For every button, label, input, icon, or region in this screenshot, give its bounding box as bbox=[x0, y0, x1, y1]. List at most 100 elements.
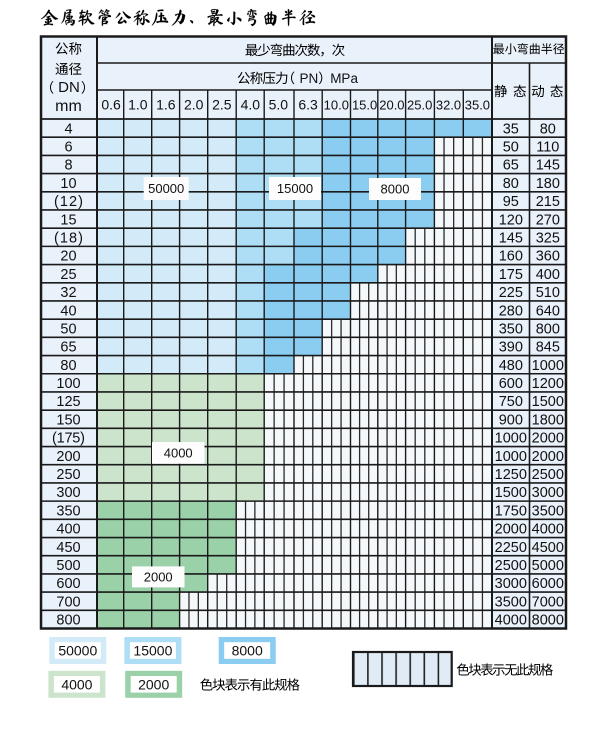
svg-text:80: 80 bbox=[540, 121, 556, 137]
svg-text:160: 160 bbox=[499, 249, 523, 265]
svg-text:145: 145 bbox=[536, 158, 560, 174]
svg-text:1500: 1500 bbox=[495, 485, 527, 501]
svg-text:50000: 50000 bbox=[58, 643, 97, 659]
svg-text:(18): (18) bbox=[54, 231, 83, 247]
svg-text:145: 145 bbox=[499, 231, 523, 247]
svg-text:800: 800 bbox=[56, 613, 80, 629]
svg-text:20.0: 20.0 bbox=[379, 98, 404, 113]
svg-text:1750: 1750 bbox=[495, 503, 527, 519]
svg-text:180: 180 bbox=[536, 176, 560, 192]
svg-text:3500: 3500 bbox=[532, 503, 564, 519]
svg-text:400: 400 bbox=[56, 522, 80, 538]
svg-text:2.0: 2.0 bbox=[184, 97, 204, 113]
svg-text:300: 300 bbox=[56, 485, 80, 501]
svg-text:50000: 50000 bbox=[148, 181, 184, 196]
svg-text:2000: 2000 bbox=[144, 570, 173, 585]
svg-text:80: 80 bbox=[503, 176, 519, 192]
svg-text:1250: 1250 bbox=[495, 467, 527, 483]
svg-text:1000: 1000 bbox=[495, 431, 527, 447]
svg-text:1500: 1500 bbox=[532, 394, 564, 410]
svg-text:2000: 2000 bbox=[495, 522, 527, 538]
svg-text:280: 280 bbox=[499, 303, 523, 319]
svg-text:225: 225 bbox=[499, 285, 523, 301]
svg-text:65: 65 bbox=[60, 340, 76, 356]
svg-text:640: 640 bbox=[536, 303, 560, 319]
svg-text:7000: 7000 bbox=[532, 594, 564, 610]
svg-text:360: 360 bbox=[536, 249, 560, 265]
svg-text:25.0: 25.0 bbox=[407, 98, 432, 113]
svg-text:100: 100 bbox=[56, 376, 80, 392]
svg-text:350: 350 bbox=[499, 322, 523, 338]
svg-text:50: 50 bbox=[60, 322, 76, 338]
svg-text:500: 500 bbox=[56, 558, 80, 574]
svg-text:MPa: MPa bbox=[330, 71, 358, 86]
svg-text:40: 40 bbox=[60, 303, 76, 319]
svg-text:15000: 15000 bbox=[133, 643, 172, 659]
svg-text:1.6: 1.6 bbox=[156, 97, 176, 113]
svg-text:3000: 3000 bbox=[532, 485, 564, 501]
svg-text:400: 400 bbox=[536, 267, 560, 283]
svg-text:8: 8 bbox=[64, 158, 72, 174]
svg-text:750: 750 bbox=[499, 394, 523, 410]
svg-text:700: 700 bbox=[56, 594, 80, 610]
svg-text:200: 200 bbox=[56, 449, 80, 465]
svg-text:95: 95 bbox=[503, 194, 519, 210]
svg-text:1000: 1000 bbox=[532, 358, 564, 374]
svg-text:15.0: 15.0 bbox=[352, 98, 377, 113]
svg-text:2000: 2000 bbox=[138, 676, 169, 692]
svg-text:125: 125 bbox=[56, 394, 80, 410]
svg-text:4: 4 bbox=[64, 121, 72, 137]
svg-text:10: 10 bbox=[60, 176, 76, 192]
svg-text:250: 250 bbox=[56, 467, 80, 483]
svg-text:mm: mm bbox=[55, 98, 82, 115]
svg-text:(12): (12) bbox=[54, 194, 83, 210]
svg-text:8000: 8000 bbox=[381, 182, 410, 197]
svg-text:4000: 4000 bbox=[532, 522, 564, 538]
svg-text:6.3: 6.3 bbox=[298, 97, 318, 113]
svg-text:480: 480 bbox=[499, 358, 523, 374]
svg-text:8000: 8000 bbox=[532, 613, 564, 629]
svg-text:350: 350 bbox=[56, 503, 80, 519]
svg-text:510: 510 bbox=[536, 285, 560, 301]
svg-text:4000: 4000 bbox=[164, 446, 193, 461]
svg-text:PN: PN bbox=[300, 71, 319, 86]
svg-text:15000: 15000 bbox=[277, 181, 313, 196]
svg-text:25: 25 bbox=[60, 267, 76, 283]
svg-text:(175): (175) bbox=[52, 431, 85, 447]
svg-text:4.0: 4.0 bbox=[241, 97, 261, 113]
svg-text:80: 80 bbox=[60, 358, 76, 374]
svg-text:1200: 1200 bbox=[532, 376, 564, 392]
svg-text:150: 150 bbox=[56, 412, 80, 428]
svg-text:845: 845 bbox=[536, 340, 560, 356]
svg-text:10.0: 10.0 bbox=[324, 98, 349, 113]
svg-text:32.0: 32.0 bbox=[436, 98, 461, 113]
svg-text:6000: 6000 bbox=[532, 576, 564, 592]
svg-text:15: 15 bbox=[60, 212, 76, 228]
svg-text:1800: 1800 bbox=[532, 412, 564, 428]
svg-text:2.5: 2.5 bbox=[212, 97, 232, 113]
svg-text:175: 175 bbox=[499, 267, 523, 283]
svg-text:2000: 2000 bbox=[532, 431, 564, 447]
svg-text:900: 900 bbox=[499, 412, 523, 428]
svg-text:3000: 3000 bbox=[495, 576, 527, 592]
svg-text:1000: 1000 bbox=[495, 449, 527, 465]
svg-text:5000: 5000 bbox=[532, 558, 564, 574]
svg-text:4000: 4000 bbox=[61, 676, 92, 692]
svg-text:2000: 2000 bbox=[532, 449, 564, 465]
svg-text:5.0: 5.0 bbox=[269, 97, 289, 113]
svg-text:800: 800 bbox=[536, 322, 560, 338]
svg-text:65: 65 bbox=[503, 158, 519, 174]
svg-text:4500: 4500 bbox=[532, 540, 564, 556]
svg-text:2500: 2500 bbox=[495, 558, 527, 574]
svg-text:215: 215 bbox=[536, 194, 560, 210]
svg-text:3500: 3500 bbox=[495, 594, 527, 610]
svg-text:20: 20 bbox=[60, 249, 76, 265]
svg-text:2500: 2500 bbox=[532, 467, 564, 483]
svg-text:110: 110 bbox=[536, 140, 559, 156]
svg-text:600: 600 bbox=[499, 376, 523, 392]
svg-text:35: 35 bbox=[503, 121, 519, 137]
svg-text:35.0: 35.0 bbox=[465, 98, 490, 113]
svg-text:32: 32 bbox=[60, 285, 76, 301]
svg-text:600: 600 bbox=[56, 576, 80, 592]
svg-text:270: 270 bbox=[536, 212, 560, 228]
